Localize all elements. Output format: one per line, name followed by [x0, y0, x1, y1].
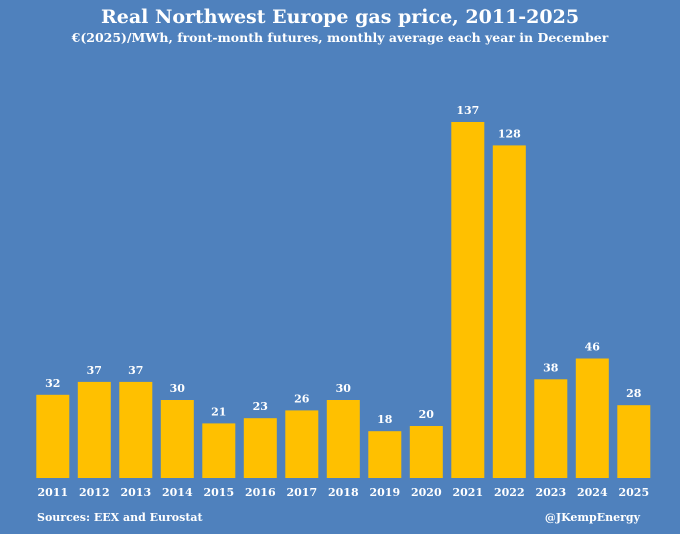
- data-label-2025: 28: [626, 387, 642, 400]
- x-tick-label-2014: 2014: [162, 486, 193, 499]
- x-tick-label-2015: 2015: [203, 486, 234, 499]
- bar-2020: [409, 426, 443, 478]
- data-label-2014: 30: [170, 382, 186, 395]
- bar-2024: [575, 358, 609, 478]
- data-label-2018: 30: [336, 382, 352, 395]
- x-tick-label-2025: 2025: [618, 486, 649, 499]
- data-label-2019: 18: [377, 413, 393, 426]
- x-tick-label-2012: 2012: [79, 486, 110, 499]
- bar-2019: [368, 431, 402, 478]
- data-label-2017: 26: [294, 392, 310, 405]
- bar-2025: [617, 405, 651, 478]
- x-tick-label-2019: 2019: [369, 486, 400, 499]
- bar-2017: [285, 410, 319, 478]
- bar-2023: [534, 379, 568, 478]
- bar-2011: [36, 394, 70, 478]
- bar-2016: [243, 418, 277, 478]
- bar-2012: [77, 381, 111, 478]
- author-credit: @JKempEnergy: [544, 511, 640, 524]
- bar-2013: [119, 381, 153, 478]
- bar-2014: [160, 400, 194, 478]
- x-tick-label-2021: 2021: [452, 486, 483, 499]
- bar-2021: [451, 122, 485, 478]
- source-note: Sources: EEX and Eurostat: [37, 511, 203, 524]
- data-label-2021: 137: [456, 104, 479, 117]
- chart-title: Real Northwest Europe gas price, 2011-20…: [100, 6, 580, 28]
- data-label-2012: 37: [87, 364, 102, 377]
- data-label-2020: 20: [419, 408, 435, 421]
- data-label-2016: 23: [253, 400, 268, 413]
- x-tick-label-2016: 2016: [245, 486, 276, 499]
- bar-2015: [202, 423, 236, 478]
- data-label-2013: 37: [128, 364, 143, 377]
- data-label-2022: 128: [498, 127, 521, 140]
- bar-2022: [492, 145, 526, 478]
- data-label-2015: 21: [211, 405, 226, 418]
- x-tick-label-2020: 2020: [411, 486, 442, 499]
- x-tick-label-2024: 2024: [577, 486, 608, 499]
- x-tick-label-2023: 2023: [535, 486, 566, 499]
- data-label-2023: 38: [543, 361, 559, 374]
- chart-subtitle: €(2025)/MWh, front-month futures, monthl…: [71, 30, 609, 45]
- x-tick-label-2011: 2011: [37, 486, 68, 499]
- x-tick-label-2017: 2017: [286, 486, 317, 499]
- x-tick-label-2022: 2022: [494, 486, 525, 499]
- data-label-2011: 32: [45, 377, 60, 390]
- bar-2018: [326, 400, 360, 478]
- x-tick-label-2013: 2013: [120, 486, 151, 499]
- x-tick-label-2018: 2018: [328, 486, 359, 499]
- data-label-2024: 46: [585, 341, 601, 354]
